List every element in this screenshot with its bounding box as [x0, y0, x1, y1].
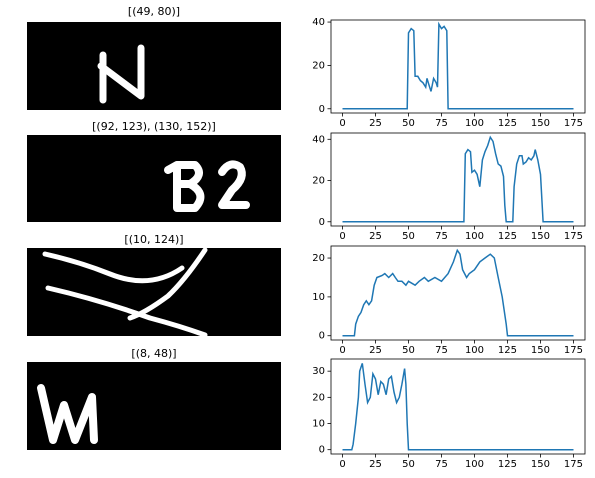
- image-panel: [27, 362, 281, 450]
- x-tick-label: 25: [369, 118, 382, 129]
- line: [342, 135, 574, 223]
- x-tick-label: 50: [402, 345, 415, 356]
- x-tick-label: 100: [465, 118, 484, 129]
- y-tick-label: 0: [319, 445, 325, 456]
- image-panel: [27, 247, 281, 338]
- x-tick-label: 50: [402, 459, 415, 470]
- y-tick-label: 0: [319, 331, 325, 342]
- x-tick-label: 150: [531, 118, 550, 129]
- x-tick-label: 175: [564, 231, 583, 242]
- x-tick-label: 100: [465, 345, 484, 356]
- image-title: [(49, 80)]: [128, 5, 180, 18]
- y-tick-label: 10: [312, 292, 325, 303]
- x-tick-label: 150: [531, 345, 550, 356]
- x-tick-label: 100: [465, 231, 484, 242]
- x-tick-label: 50: [402, 118, 415, 129]
- x-tick-label: 175: [564, 345, 583, 356]
- y-tick-label: 40: [312, 134, 325, 145]
- y-tick-label: 0: [319, 104, 325, 115]
- x-tick-label: 125: [498, 345, 517, 356]
- x-tick-label: 25: [369, 231, 382, 242]
- y-tick-label: 20: [312, 253, 325, 264]
- line: [342, 363, 574, 451]
- axes-frame: [330, 19, 586, 114]
- axes-frame: [330, 358, 586, 455]
- x-tick-label: 0: [339, 345, 345, 356]
- x-tick-label: 175: [564, 459, 583, 470]
- x-tick-label: 175: [564, 118, 583, 129]
- x-tick-label: 125: [498, 118, 517, 129]
- x-tick-label: 75: [435, 231, 448, 242]
- x-tick-label: 125: [498, 231, 517, 242]
- y-tick-label: 10: [312, 419, 325, 430]
- x-tick-label: 150: [531, 231, 550, 242]
- y-tick-label: 0: [319, 217, 325, 228]
- x-tick-label: 25: [369, 345, 382, 356]
- x-tick-label: 100: [465, 459, 484, 470]
- x-tick-label: 0: [339, 459, 345, 470]
- axes-frame: [330, 245, 586, 341]
- x-tick-label: 75: [435, 345, 448, 356]
- image-title: [(8, 48)]: [131, 347, 176, 360]
- x-tick-label: 50: [402, 231, 415, 242]
- axes-frame: [330, 132, 586, 227]
- line: [342, 248, 574, 337]
- x-tick-label: 25: [369, 459, 382, 470]
- y-tick-label: 30: [312, 366, 325, 377]
- y-tick-label: 40: [312, 17, 325, 28]
- x-tick-label: 0: [339, 231, 345, 242]
- x-tick-label: 125: [498, 459, 517, 470]
- image-title: [(10, 124)]: [124, 233, 183, 246]
- x-tick-label: 150: [531, 459, 550, 470]
- x-tick-label: 75: [435, 459, 448, 470]
- image-panel: [27, 135, 281, 222]
- y-tick-label: 20: [312, 60, 325, 71]
- y-tick-label: 20: [312, 392, 325, 403]
- x-tick-label: 0: [339, 118, 345, 129]
- image-title: [(92, 123), (130, 152)]: [92, 120, 216, 133]
- y-tick-label: 20: [312, 176, 325, 187]
- line: [342, 21, 574, 110]
- image-panel: [27, 22, 281, 110]
- x-tick-label: 75: [435, 118, 448, 129]
